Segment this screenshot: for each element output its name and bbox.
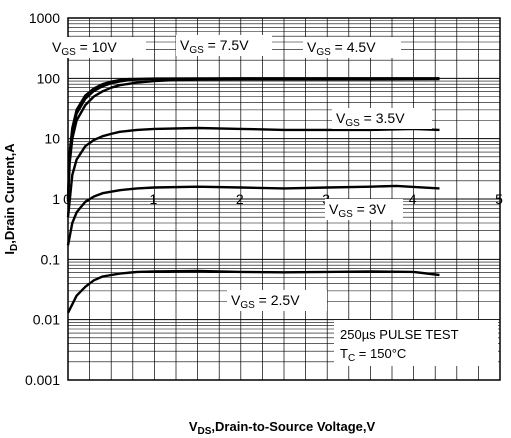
curve-label: VGS = 3V [329, 201, 387, 220]
x-axis-label: VDS,Drain-to-Source Voltage,V [189, 419, 376, 437]
curve-label: VGS = 10V [52, 39, 117, 58]
series-line [66, 269, 440, 314]
y-tick-label: 100 [37, 70, 61, 86]
x-tick-label: 2 [236, 191, 244, 207]
curve-label: VGS = 3.5V [336, 110, 405, 129]
series-line [66, 77, 440, 202]
series-line [66, 126, 440, 218]
case-temperature-note: TC = 150°C [340, 346, 406, 364]
curve-label-background [325, 199, 403, 220]
y-tick-label: 0.001 [25, 372, 60, 388]
curve-label-background [176, 35, 272, 56]
curve-label-background [332, 108, 432, 129]
y-tick-labels: 0.001 0.01 0.1 1 10 100 1000 [25, 10, 60, 388]
curve-label-background [48, 37, 146, 58]
annotation-group: 250µs PULSE TEST TC = 150°C [334, 320, 498, 366]
curve-label: VGS = 4.5V [307, 39, 376, 58]
curve-label: VGS = 2.5V [231, 292, 300, 311]
curve-label: VGS = 7.5V [180, 37, 249, 56]
y-tick-label: 1 [52, 191, 60, 207]
curve-label-group: VGS = 10V VGS = 7.5V VGS = 4.5V VGS = 3.5V V… [48, 35, 432, 311]
y-axis-label: ID,Drain Current,A [2, 143, 20, 255]
x-tick-label: 4 [409, 191, 417, 207]
y-tick-label: 0.1 [41, 251, 61, 267]
y-tick-label: 0.01 [33, 312, 60, 328]
curve-label-background [303, 37, 401, 58]
annotation-background [334, 320, 498, 366]
series-line [66, 184, 440, 246]
curve-label-background [227, 290, 327, 311]
x-tick-label: 5 [495, 191, 503, 207]
y-tick-label: 10 [44, 131, 60, 147]
x-tick-label: 1 [150, 191, 158, 207]
pulse-test-note: 250µs PULSE TEST [340, 327, 459, 342]
curve-group [66, 77, 440, 314]
y-tick-label: 1000 [29, 10, 60, 26]
